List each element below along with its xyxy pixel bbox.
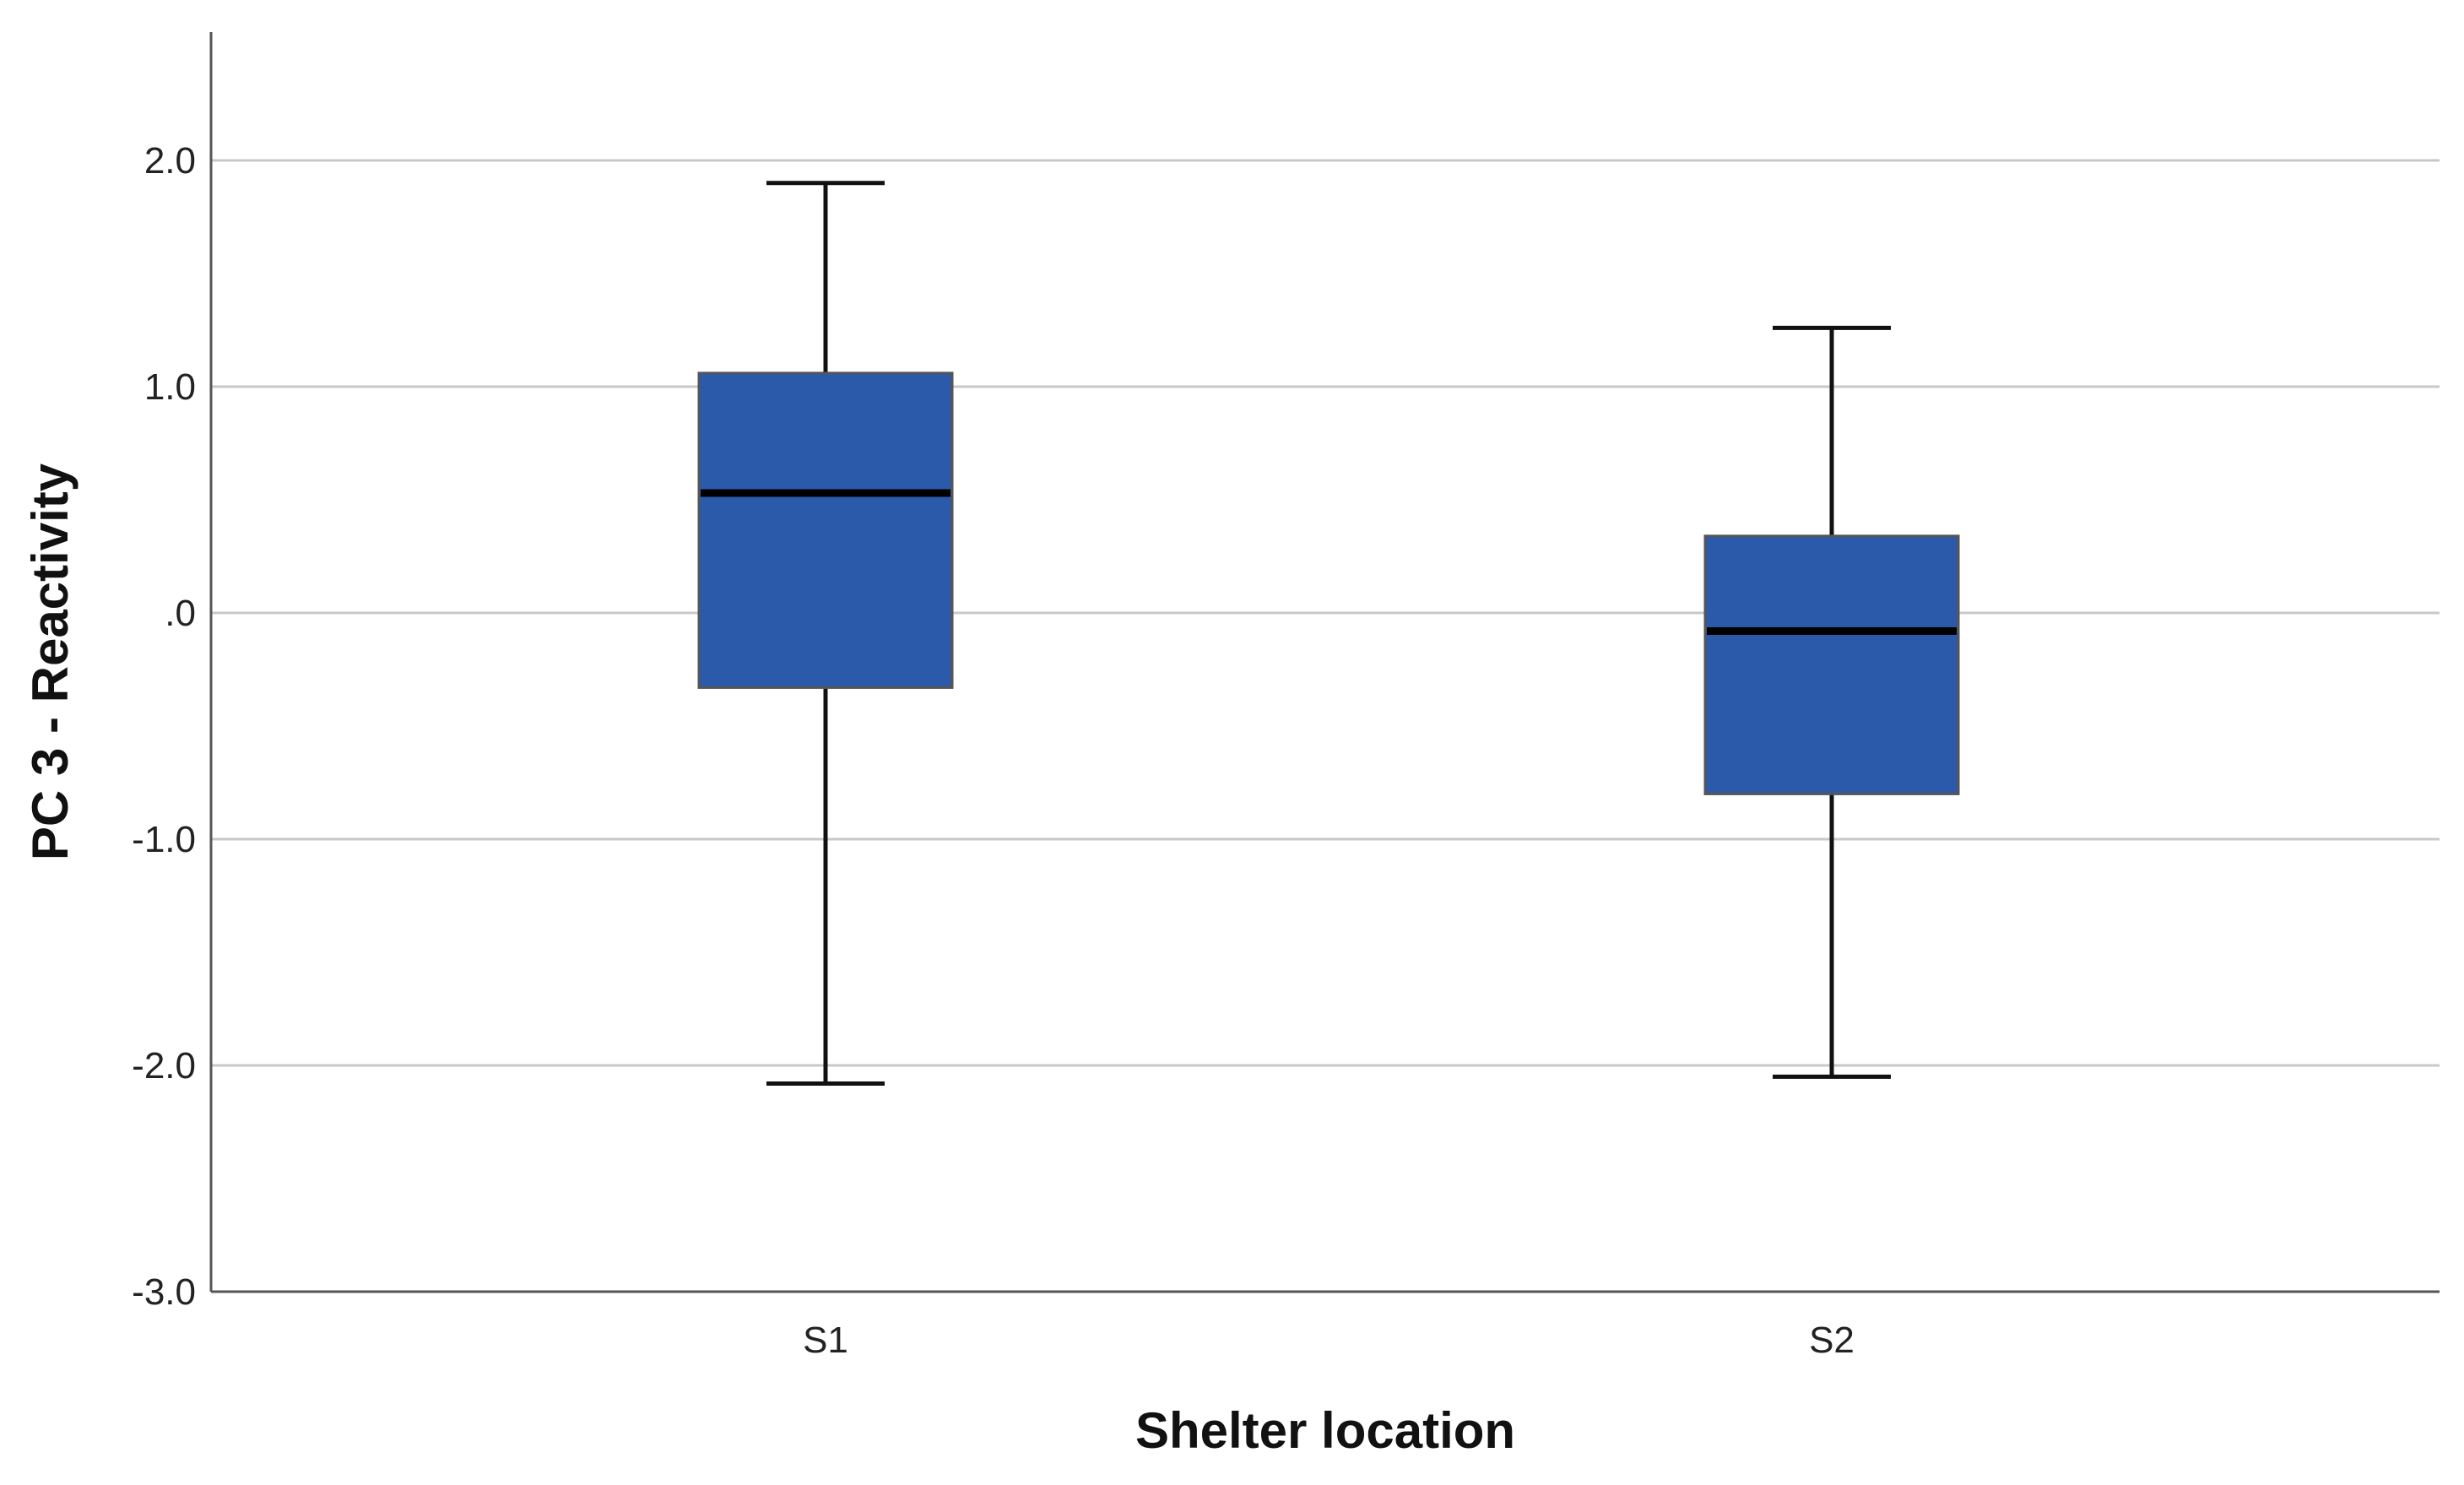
box-group-s2 — [1703, 325, 1960, 1079]
y-tick-labels: 2.0 1.0 .0 -1.0 -2.0 -3.0 — [132, 140, 196, 1313]
y-tick-label: -3.0 — [132, 1271, 196, 1313]
y-tick-label: 1.0 — [144, 366, 196, 408]
y-tick-label: -1.0 — [132, 819, 196, 860]
box-group-s1 — [697, 181, 954, 1086]
x-tick-label: S2 — [1809, 1320, 1855, 1361]
axes — [209, 32, 2440, 1293]
y-tick-label: .0 — [165, 593, 196, 634]
x-tick-labels: S1 S2 — [803, 1320, 1855, 1361]
box-iqr — [697, 371, 954, 689]
y-axis-title: PC 3 - Reactivity — [22, 463, 79, 860]
grid-lines — [211, 159, 2440, 1067]
y-tick-label: 2.0 — [144, 140, 196, 182]
x-tick-label: S1 — [803, 1320, 848, 1361]
x-axis-title: Shelter location — [1135, 1402, 1515, 1459]
box-series — [697, 181, 1960, 1086]
box-iqr — [1703, 534, 1960, 795]
y-tick-label: -2.0 — [132, 1045, 196, 1087]
